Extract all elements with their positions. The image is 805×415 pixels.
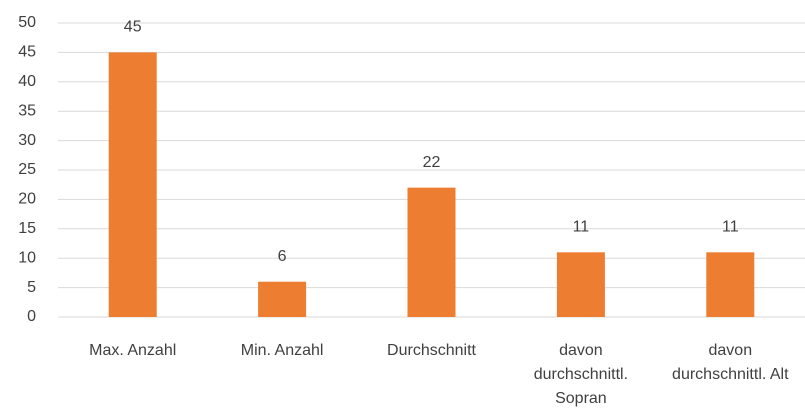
y-tick-label: 45 — [18, 44, 36, 61]
y-tick-label: 0 — [27, 308, 36, 325]
x-tick-label: Min. Anzahl — [240, 342, 324, 359]
data-label: 11 — [722, 219, 739, 236]
bar — [556, 252, 605, 317]
y-tick-label: 50 — [18, 14, 36, 31]
y-tick-label: 5 — [27, 279, 36, 296]
x-tick-label: davon durchschnittl. Alt — [672, 342, 789, 383]
data-label: 11 — [573, 219, 590, 236]
y-tick-label: 30 — [18, 132, 36, 149]
data-label: 45 — [124, 19, 142, 36]
bar — [258, 281, 307, 317]
x-tick-label: davon durchschnittl. Sopran — [533, 342, 629, 407]
bar — [706, 252, 755, 317]
y-tick-label: 40 — [18, 73, 36, 90]
y-tick-label: 20 — [18, 191, 36, 208]
y-tick-label: 10 — [18, 249, 36, 266]
data-label: 22 — [423, 154, 441, 171]
bar — [108, 52, 157, 318]
x-tick-label: Durchschnitt — [387, 342, 476, 359]
y-tick-label: 35 — [18, 102, 36, 119]
x-tick-label: Max. Anzahl — [89, 342, 177, 359]
bar — [407, 187, 456, 317]
data-label: 6 — [278, 248, 287, 265]
y-tick-label: 15 — [18, 220, 36, 237]
y-tick-label: 25 — [18, 161, 36, 178]
